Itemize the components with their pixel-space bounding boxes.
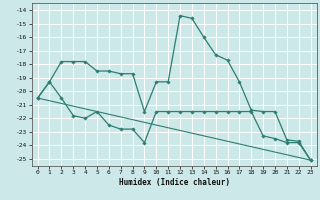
X-axis label: Humidex (Indice chaleur): Humidex (Indice chaleur)	[119, 178, 230, 187]
